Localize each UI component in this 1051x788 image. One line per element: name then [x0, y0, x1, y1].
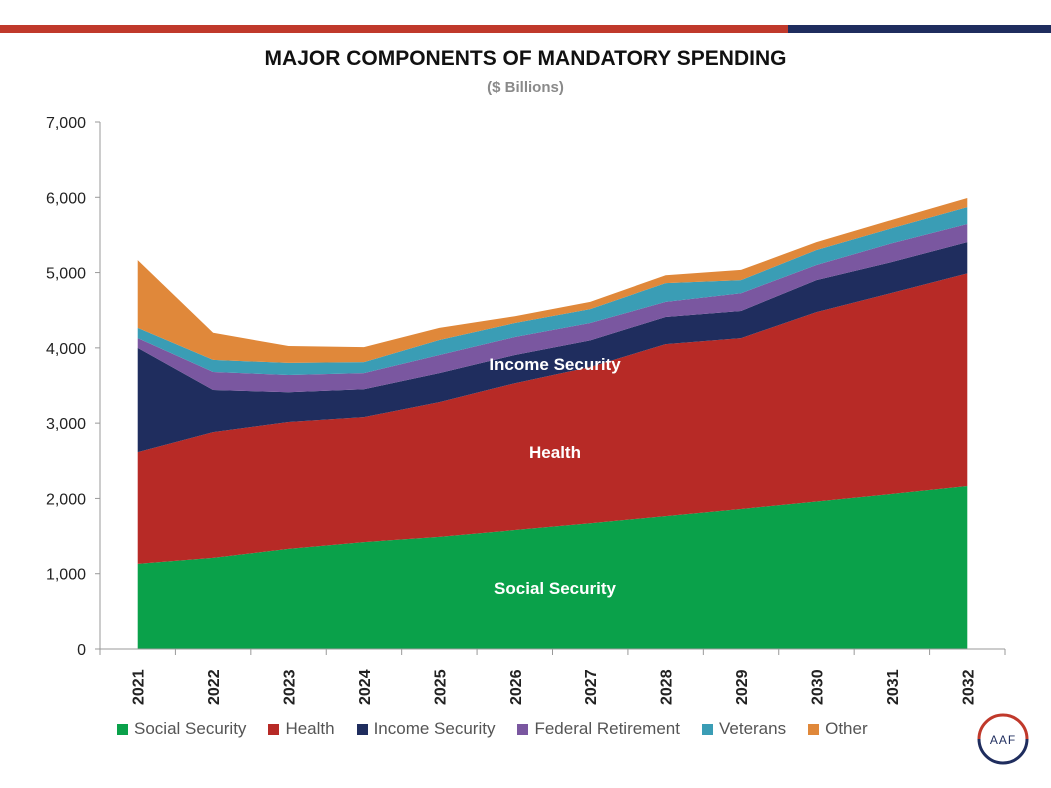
x-tick-label: 2028: [659, 669, 676, 705]
area-other: [137, 198, 968, 363]
y-tick-label: 6,000: [46, 190, 86, 207]
x-tick-label: 2024: [357, 669, 374, 705]
legend-swatch: [268, 723, 280, 735]
annotation-health: Health: [529, 443, 581, 462]
x-tick-label: 2021: [131, 669, 148, 705]
legend-item-veterans: Veterans: [701, 719, 787, 739]
x-tick-label: 2031: [885, 669, 902, 705]
x-tick-label: 2032: [960, 669, 977, 705]
legend-label: Other: [825, 719, 868, 738]
legend-item-income-security: Income Security: [356, 719, 496, 739]
aaf-logo: AAF: [977, 713, 1029, 765]
x-tick-label: 2023: [282, 669, 299, 705]
y-tick-label: 1,000: [46, 567, 86, 584]
legend-label: Income Security: [373, 719, 496, 738]
header-bar-red: [0, 25, 788, 33]
y-tick-label: 0: [77, 642, 86, 659]
x-tick-label: 2026: [508, 669, 525, 705]
legend-item-social-security: Social Security: [117, 719, 246, 739]
y-tick-label: 5,000: [46, 266, 86, 283]
legend-label: Federal Retirement: [534, 719, 680, 738]
x-tick-label: 2022: [206, 669, 223, 705]
x-tick-label: 2025: [432, 669, 449, 705]
x-tick-label: 2029: [734, 669, 751, 705]
area-social-security: [137, 486, 968, 649]
legend-label: Social Security: [134, 719, 247, 738]
legend-swatch: [701, 723, 713, 735]
y-tick-label: 4,000: [46, 341, 86, 358]
area-federal-retirement: [137, 224, 968, 393]
legend-label: Veterans: [718, 719, 787, 738]
annotation-social-security: Social Security: [494, 579, 616, 598]
legend-label: Health: [285, 719, 335, 738]
x-tick-label: 2030: [809, 669, 826, 705]
chart-subtitle: ($ Billions): [487, 79, 564, 96]
legend-swatch: [517, 723, 529, 735]
legend-swatch: [356, 723, 368, 735]
legend: Social Security Health Income Security F…: [117, 719, 890, 739]
legend-item-other: Other: [808, 719, 868, 739]
legend-item-health: Health: [268, 719, 335, 739]
header-bar-navy: [788, 25, 1051, 33]
svg-text:AAF: AAF: [990, 733, 1016, 747]
x-tick-label: 2027: [583, 669, 600, 705]
area-income-security: [137, 242, 968, 453]
y-tick-label: 3,000: [46, 416, 86, 433]
chart-title: MAJOR COMPONENTS OF MANDATORY SPENDING: [264, 47, 787, 70]
y-tick-label: 2,000: [46, 491, 86, 508]
area-health: [137, 273, 968, 564]
legend-swatch: [808, 723, 820, 735]
y-tick-label: 7,000: [46, 115, 86, 132]
annotation-income-security: Income Security: [489, 355, 621, 374]
legend-item-federal-retirement: Federal Retirement: [517, 719, 680, 739]
legend-swatch: [117, 723, 128, 735]
